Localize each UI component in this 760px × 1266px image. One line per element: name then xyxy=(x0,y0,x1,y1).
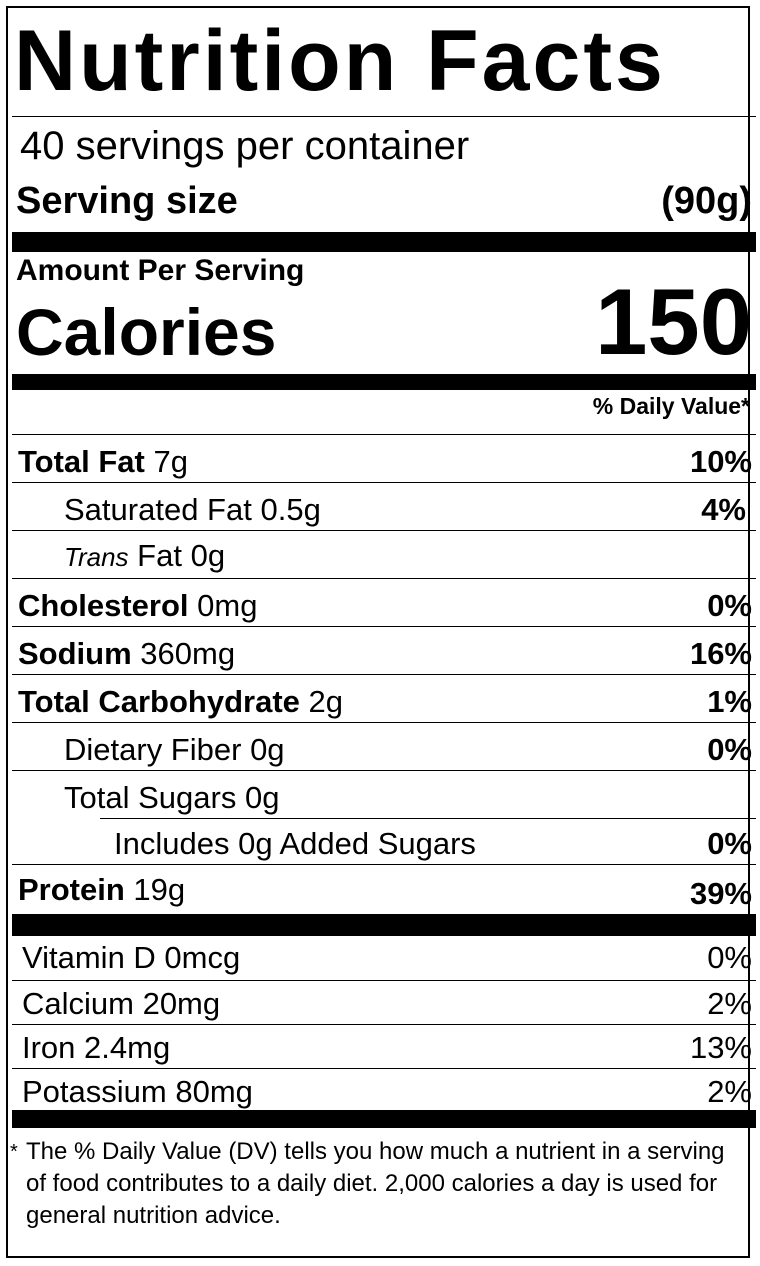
nutrient-dv: 1% xyxy=(707,684,752,719)
amount-per-serving: Amount Per Serving xyxy=(16,254,305,287)
calories-value: 150 xyxy=(595,269,752,374)
nutrient-amount: 0g xyxy=(244,780,280,815)
divider xyxy=(12,1024,756,1025)
vitamin-text: Calcium 20mg xyxy=(22,986,221,1021)
calories-label: Calories xyxy=(16,295,277,369)
nutrient-name: Sodium xyxy=(18,636,132,671)
vitamin-text: Potassium 80mg xyxy=(22,1074,253,1109)
nutrient-dv: 0% xyxy=(707,732,752,767)
label-title: Nutrition Facts xyxy=(14,13,666,109)
nutrient-name: Cholesterol xyxy=(18,588,189,623)
vitamin-text: Iron 2.4mg xyxy=(22,1030,171,1065)
divider xyxy=(12,1068,756,1069)
nutrient-name: Dietary Fiber xyxy=(64,732,242,767)
nutrient-dv: 0% xyxy=(707,826,752,861)
vitamin-dv: 0% xyxy=(707,940,752,975)
title-divider xyxy=(12,116,756,117)
vitamin-text: Vitamin D 0mcg xyxy=(22,940,241,975)
footnote-marker: * xyxy=(10,1141,18,1163)
footnote-text: The % Daily Value (DV) tells you how muc… xyxy=(26,1138,725,1229)
nutrient-dv: 0% xyxy=(707,588,752,623)
nutrition-label xyxy=(6,6,750,1258)
nutrient-name: Saturated Fat xyxy=(64,492,252,527)
divider xyxy=(12,482,756,483)
daily-value-header: % Daily Value* xyxy=(592,393,750,419)
nutrient-amount: 360mg xyxy=(140,636,236,671)
nutrient-dv: 10% xyxy=(689,444,752,479)
nutrient-amount: 2g xyxy=(308,684,344,719)
nutrient-amount: 19g xyxy=(133,872,186,907)
serving-size-value: (90g) xyxy=(661,180,752,222)
nutrient-dv: 39% xyxy=(689,876,752,911)
thick-divider-top xyxy=(12,232,756,252)
thick-divider-vitamins xyxy=(12,914,756,936)
nutrient-name: Total Fat xyxy=(18,444,145,479)
divider xyxy=(12,578,756,579)
divider xyxy=(12,434,756,435)
vitamin-dv: 13% xyxy=(689,1030,752,1065)
serving-size-label: Serving size xyxy=(16,180,238,222)
divider xyxy=(12,770,756,771)
divider xyxy=(100,818,756,819)
thick-divider-calories xyxy=(12,374,756,390)
nutrient-name: Total Carbohydrate xyxy=(18,684,300,719)
nutrient-name: Fat xyxy=(137,538,182,573)
nutrient-text: Includes 0g Added Sugars xyxy=(114,826,476,861)
divider xyxy=(12,674,756,675)
divider xyxy=(12,626,756,627)
nutrient-name-italic: Trans xyxy=(64,542,129,572)
divider xyxy=(12,864,756,865)
nutrient-amount: 0g xyxy=(250,732,285,767)
nutrient-name: Protein xyxy=(18,872,125,907)
vitamin-dv: 2% xyxy=(707,986,752,1021)
vitamin-dv: 2% xyxy=(707,1074,752,1109)
nutrient-amount: 0mg xyxy=(197,588,258,623)
nutrient-amount: 0g xyxy=(190,538,226,573)
nutrient-dv: 16% xyxy=(689,636,752,671)
servings-per-container: 40 servings per container xyxy=(20,124,470,168)
divider xyxy=(12,530,756,531)
nutrient-name: Total Sugars xyxy=(64,780,237,815)
nutrient-dv: 4% xyxy=(701,492,746,527)
thick-divider-bottom xyxy=(12,1110,756,1128)
divider xyxy=(12,722,756,723)
nutrient-amount: 7g xyxy=(153,444,188,479)
divider xyxy=(12,980,756,981)
nutrient-amount: 0.5g xyxy=(260,492,321,527)
